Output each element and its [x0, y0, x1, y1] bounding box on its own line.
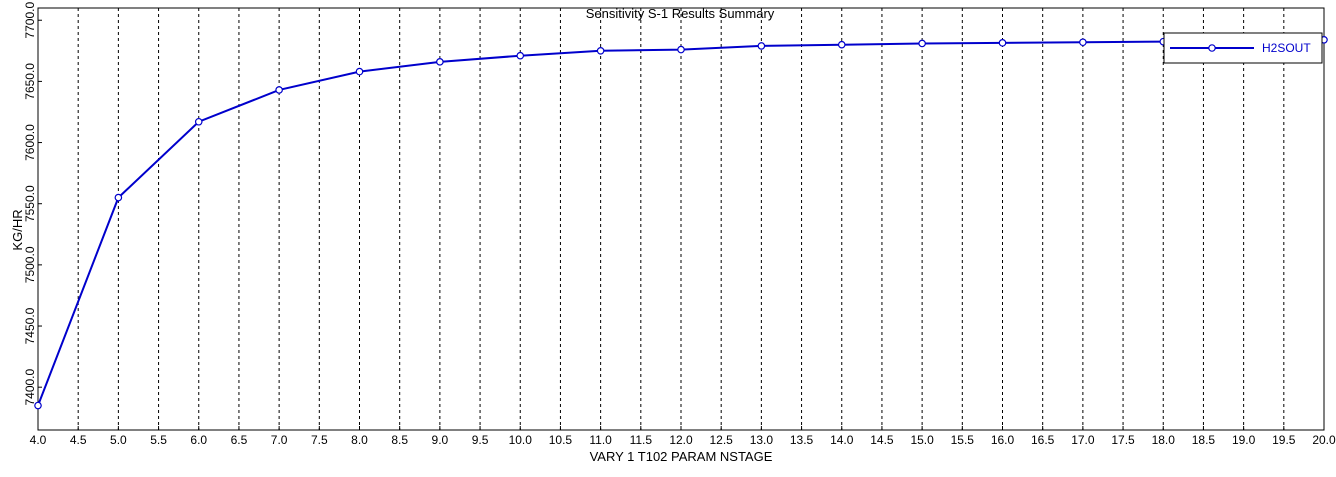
y-tick-label: 7650.0 — [23, 63, 37, 100]
x-tick-label: 12.0 — [669, 433, 693, 447]
x-tick-label: 17.0 — [1071, 433, 1095, 447]
x-tick-label: 15.5 — [951, 433, 975, 447]
x-tick-label: 19.5 — [1272, 433, 1296, 447]
x-tick-label: 9.0 — [432, 433, 449, 447]
y-tick-label: 7600.0 — [23, 124, 37, 161]
x-tick-label: 10.0 — [509, 433, 533, 447]
data-point — [275, 86, 283, 94]
data-point — [677, 45, 685, 54]
x-tick-label: 8.5 — [391, 433, 408, 447]
data-point — [436, 58, 444, 66]
data-point — [114, 193, 123, 202]
y-tick-label: 7400.0 — [23, 369, 37, 406]
data-point — [516, 51, 525, 60]
data-point — [1079, 38, 1087, 47]
y-axis-label: KG/HR — [10, 209, 25, 250]
y-tick-label: 7550.0 — [23, 185, 37, 222]
x-tick-label: 13.0 — [750, 433, 774, 447]
x-tick-label: 18.5 — [1192, 433, 1216, 447]
grid-layer — [77, 8, 1285, 430]
x-tick-label: 6.0 — [190, 433, 207, 447]
y-ticks: 7400.0 7450.0 7500.0 7550.0 7600.0 7650.0 7700… — [23, 2, 42, 406]
x-tick-label: 12.5 — [710, 433, 734, 447]
x-tick-label: 9.5 — [472, 433, 489, 447]
data-point — [998, 39, 1007, 47]
x-tick-label: 10.5 — [549, 433, 573, 447]
x-tick-label: 16.0 — [991, 433, 1015, 447]
data-point — [918, 39, 926, 48]
data-point — [34, 401, 42, 410]
y-tick-label: 7450.0 — [23, 307, 37, 344]
data-point — [355, 67, 364, 76]
x-tick-label: 8.0 — [351, 433, 368, 447]
x-tick-label: 18.0 — [1152, 433, 1176, 447]
y-tick-label: 7500.0 — [23, 246, 37, 283]
x-tick-label: 4.5 — [70, 433, 87, 447]
x-tick-label: 11.0 — [589, 433, 612, 447]
x-axis-label: VARY 1 T102 PARAM NSTAGE — [590, 449, 773, 464]
x-tick-label: 5.5 — [150, 433, 167, 447]
x-tick-label: 5.0 — [110, 433, 127, 447]
x-tick-label: 20.0 — [1312, 433, 1336, 447]
legend-label-h2sout: H2SOUT — [1262, 41, 1311, 55]
x-tick-label: 4.0 — [30, 433, 47, 447]
y-tick-label: 7700.0 — [23, 2, 37, 39]
x-ticks: 4.0 4.5 5.0 5.5 6.0 6.5 7.0 7.5 8.0 8.5 9.0 9.5 10.0… — [30, 426, 1336, 447]
x-tick-label: 14.0 — [830, 433, 854, 447]
x-tick-label: 19.0 — [1232, 433, 1256, 447]
legend-marker — [1208, 44, 1216, 52]
x-tick-label: 14.5 — [870, 433, 894, 447]
x-tick-label: 13.5 — [790, 433, 814, 447]
x-tick-label: 6.5 — [231, 433, 248, 447]
x-tick-label: 15.0 — [910, 433, 934, 447]
legend: H2SOUT — [1163, 32, 1323, 64]
x-tick-label: 16.5 — [1031, 433, 1055, 447]
x-tick-label: 17.5 — [1111, 433, 1135, 447]
data-point — [837, 40, 846, 49]
data-point — [596, 47, 605, 55]
series-layer — [34, 36, 1328, 410]
data-point — [194, 117, 203, 126]
x-tick-label: 11.5 — [630, 433, 653, 447]
x-tick-label: 7.5 — [311, 433, 328, 447]
data-point — [757, 42, 766, 50]
x-tick-label: 7.0 — [271, 433, 288, 447]
chart-title: Sensitivity S-1 Results Summary — [586, 6, 775, 21]
